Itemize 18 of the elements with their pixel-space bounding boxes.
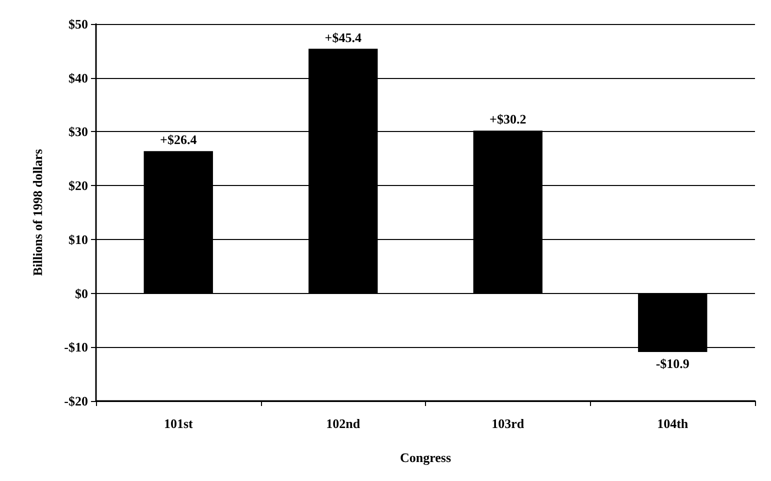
y-tick-label: $10 (68, 232, 88, 247)
data-label: +$30.2 (490, 112, 526, 127)
x-tick-label: 103rd (492, 416, 525, 431)
x-tick-label: 104th (657, 416, 689, 431)
y-tick-label: $40 (68, 70, 88, 86)
x-tick-label: 101st (164, 416, 194, 431)
y-tick-label: $50 (68, 16, 88, 32)
x-tick-label: 102nd (326, 416, 361, 431)
y-axis-title: Billions of 1998 dollars (30, 149, 45, 276)
x-axis-title: Congress (400, 450, 452, 465)
y-tick-label: -$10 (64, 340, 88, 355)
y-tick-label: $0 (75, 286, 88, 301)
y-tick-label: $20 (68, 178, 88, 194)
y-tick-label: $30 (68, 124, 88, 140)
data-label: +$26.4 (160, 132, 198, 148)
y-tick-label: -$20 (64, 394, 88, 408)
data-label: +$45.4 (324, 30, 362, 45)
data-label: -$10.9 (656, 356, 690, 371)
